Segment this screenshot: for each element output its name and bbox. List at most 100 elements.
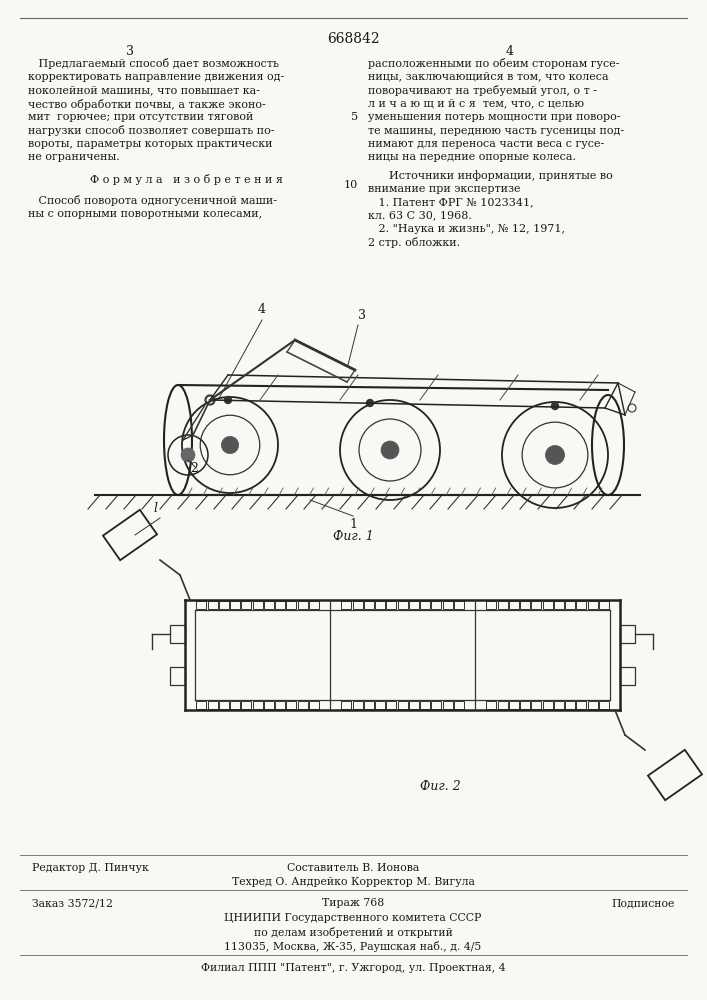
Bar	[341, 601, 351, 609]
Bar	[565, 601, 575, 609]
Text: Способ поворота одногусеничной маши-: Способ поворота одногусеничной маши-	[28, 196, 277, 207]
Bar	[197, 601, 206, 609]
Bar	[197, 701, 206, 709]
Bar	[509, 701, 519, 709]
Bar	[386, 601, 396, 609]
Bar	[252, 701, 262, 709]
Text: Тираж 768: Тираж 768	[322, 898, 384, 908]
Bar	[620, 667, 635, 685]
Text: вороты, параметры которых практически: вороты, параметры которых практически	[28, 139, 272, 149]
Text: Филиал ППП "Патент", г. Ужгород, ул. Проектная, 4: Филиал ППП "Патент", г. Ужгород, ул. Про…	[201, 963, 506, 973]
Bar	[241, 701, 251, 709]
Text: те машины, переднюю часть гусеницы под-: те машины, переднюю часть гусеницы под-	[368, 125, 624, 135]
Text: внимание при экспертизе: внимание при экспертизе	[368, 184, 520, 194]
Text: 5: 5	[351, 112, 358, 122]
Text: 1. Патент ФРГ № 1023341,: 1. Патент ФРГ № 1023341,	[368, 197, 534, 207]
Text: 2 стр. обложки.: 2 стр. обложки.	[368, 237, 460, 248]
Circle shape	[546, 445, 565, 465]
Text: по делам изобретений и открытий: по делам изобретений и открытий	[254, 927, 452, 938]
Bar	[230, 601, 240, 609]
Bar	[264, 701, 274, 709]
Bar	[486, 701, 496, 709]
Bar	[588, 601, 597, 609]
Text: 668842: 668842	[327, 32, 380, 46]
Bar	[363, 701, 374, 709]
Text: мит  горючее; при отсутствии тяговой: мит горючее; при отсутствии тяговой	[28, 112, 253, 122]
Bar	[486, 601, 496, 609]
Bar	[554, 601, 563, 609]
Bar	[498, 601, 508, 609]
Bar	[353, 601, 363, 609]
Bar	[298, 601, 308, 609]
Bar	[420, 701, 430, 709]
Text: 3: 3	[126, 45, 134, 58]
Text: ноколейной машины, что повышает ка-: ноколейной машины, что повышает ка-	[28, 85, 260, 95]
Bar	[454, 601, 464, 609]
Bar	[520, 701, 530, 709]
Text: l: l	[153, 502, 157, 515]
Bar	[207, 601, 218, 609]
Text: 4: 4	[258, 303, 266, 316]
Text: Фиг. 2: Фиг. 2	[420, 780, 460, 793]
Bar	[542, 701, 552, 709]
Bar	[576, 601, 586, 609]
Text: кл. 63 С 30, 1968.: кл. 63 С 30, 1968.	[368, 211, 472, 221]
Text: Фиг. 1: Фиг. 1	[332, 530, 373, 543]
Text: 1: 1	[349, 518, 357, 531]
Bar	[554, 701, 563, 709]
Bar	[286, 701, 296, 709]
Bar	[409, 701, 419, 709]
Text: поворачивают на требуемый угол, о т -: поворачивают на требуемый угол, о т -	[368, 85, 597, 96]
Bar	[353, 701, 363, 709]
Bar	[454, 701, 464, 709]
Text: 4: 4	[506, 45, 514, 58]
Text: 2: 2	[190, 462, 198, 475]
Circle shape	[551, 402, 559, 410]
Bar	[375, 601, 385, 609]
Text: Ф о р м у л а   и з о б р е т е н и я: Ф о р м у л а и з о б р е т е н и я	[90, 174, 283, 185]
Bar	[431, 701, 441, 709]
Circle shape	[366, 399, 373, 406]
Bar	[397, 601, 407, 609]
Text: Подписное: Подписное	[612, 898, 675, 908]
Text: ЦНИИПИ Государственного комитета СССР: ЦНИИПИ Государственного комитета СССР	[224, 913, 481, 923]
Text: 2. "Наука и жизнь", № 12, 1971,: 2. "Наука и жизнь", № 12, 1971,	[368, 224, 565, 234]
Text: ны с опорными поворотными колесами,: ны с опорными поворотными колесами,	[28, 209, 262, 219]
Bar	[309, 701, 319, 709]
Text: 113035, Москва, Ж-35, Раушская наб., д. 4/5: 113035, Москва, Ж-35, Раушская наб., д. …	[224, 941, 481, 952]
Text: корректировать направление движения од-: корректировать направление движения од-	[28, 72, 284, 82]
Text: ницы, заключающийся в том, что колеса: ницы, заключающийся в том, что колеса	[368, 72, 609, 82]
Text: Источники информации, принятые во: Источники информации, принятые во	[368, 170, 613, 181]
Bar	[230, 701, 240, 709]
Text: Техред О. Андрейко Корректор М. Вигула: Техред О. Андрейко Корректор М. Вигула	[232, 877, 474, 887]
Text: 3: 3	[358, 309, 366, 322]
Text: ницы на передние опорные колеса.: ницы на передние опорные колеса.	[368, 152, 576, 162]
Bar	[520, 601, 530, 609]
Bar	[207, 701, 218, 709]
Text: Заказ 3572/12: Заказ 3572/12	[32, 898, 113, 908]
Bar	[275, 601, 285, 609]
Bar	[599, 601, 609, 609]
Bar	[443, 701, 452, 709]
Bar	[431, 601, 441, 609]
Text: Редактор Д. Пинчук: Редактор Д. Пинчук	[32, 863, 149, 873]
Bar	[241, 601, 251, 609]
Bar	[397, 701, 407, 709]
Text: нимают для переноса части веса с гусе-: нимают для переноса части веса с гусе-	[368, 139, 604, 149]
Text: Предлагаемый способ дает возможность: Предлагаемый способ дает возможность	[28, 58, 279, 69]
Bar	[375, 701, 385, 709]
Bar	[170, 667, 185, 685]
Text: расположенными по обеим сторонам гусе-: расположенными по обеим сторонам гусе-	[368, 58, 619, 69]
Bar	[443, 601, 452, 609]
Bar	[298, 701, 308, 709]
Bar	[275, 701, 285, 709]
Bar	[286, 601, 296, 609]
Bar	[264, 601, 274, 609]
Circle shape	[221, 436, 239, 454]
Text: Составитель В. Ионова: Составитель В. Ионова	[287, 863, 419, 873]
Bar	[420, 601, 430, 609]
Bar	[170, 625, 185, 643]
Bar	[386, 701, 396, 709]
Text: уменьшения потерь мощности при поворо-: уменьшения потерь мощности при поворо-	[368, 112, 621, 122]
Bar	[363, 601, 374, 609]
